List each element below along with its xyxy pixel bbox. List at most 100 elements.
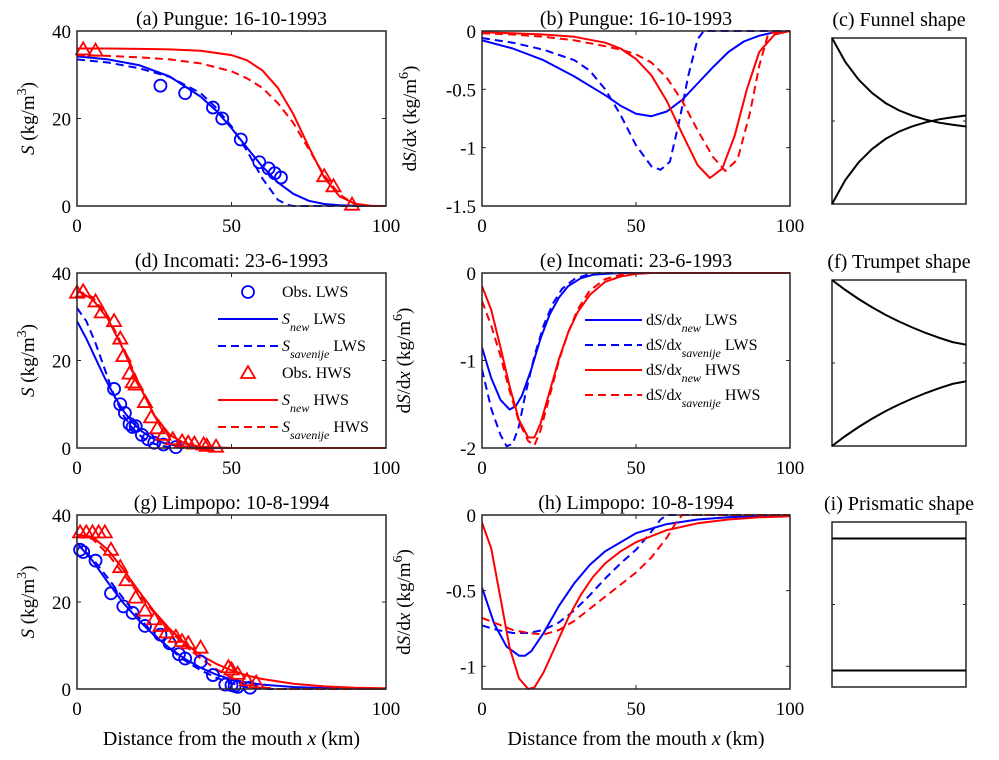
x-tick-label: 0 — [72, 216, 82, 237]
obs-lws-point — [178, 651, 193, 666]
y-tick-label: 40 — [52, 506, 71, 527]
obs-hws-point — [74, 40, 92, 56]
panel-g: (g) Limpopo: 10-8-1994 0 50 100 0 20 40 S (kg/m… — [15, 492, 400, 750]
obs-hws-point — [96, 523, 114, 539]
obs-hws-point — [151, 617, 169, 632]
series-line-dS/dx_savenije-HWS — [482, 272, 790, 447]
series-group — [77, 47, 386, 207]
legend-label: dS/dxsavenije LWS — [646, 337, 757, 360]
obs-hws-point — [105, 312, 123, 328]
series-group — [482, 272, 790, 448]
x-tick-label: 50 — [627, 216, 646, 237]
obs-hws-point — [114, 347, 132, 363]
legend-label: dS/dxsavenije HWS — [646, 387, 760, 410]
y-tick-label: 40 — [52, 264, 71, 285]
y-tick-label: -2 — [460, 439, 476, 460]
panel-title: (b) Pungue: 16-10-1993 — [540, 8, 732, 30]
obs-hws-point — [247, 673, 265, 689]
series-line-dS/dx_savenije-HWS — [482, 514, 790, 636]
obs-hws-point — [167, 628, 185, 643]
obs-hws-point — [120, 364, 139, 380]
x-tick-label: 100 — [372, 458, 401, 479]
axes-box — [831, 37, 967, 205]
y-tick-label: 20 — [52, 593, 71, 614]
bank-line-upper-bank — [831, 279, 967, 346]
panel-i: (i) Prismatic shape — [824, 493, 974, 688]
obs-hws-point — [179, 634, 197, 650]
y-axis-label: dS/dx (kg/m6) — [397, 66, 421, 172]
legend-entry: Obs. LWS — [241, 284, 348, 301]
x-tick-label: 50 — [222, 216, 241, 237]
x-tick-label: 0 — [477, 699, 487, 720]
legend-entry: dS/dxnew LWS — [585, 312, 738, 335]
obs-lws-point — [107, 382, 121, 396]
series-line-dS/dx_savenije-LWS — [482, 30, 790, 171]
obs-hws-point — [74, 282, 92, 298]
obs-hws-point — [86, 41, 105, 57]
obs-hws-point — [198, 437, 216, 452]
panel-a: (a) Pungue: 16-10-1993 0 50 100 0 20 40 S (kg/m… — [15, 8, 400, 237]
y-tick-label: 0 — [62, 680, 72, 701]
obs-lws-point — [206, 668, 220, 682]
y-tick-label: 0 — [62, 197, 72, 218]
obs-lws-point — [215, 111, 230, 126]
x-tick-label: 0 — [72, 699, 82, 720]
series-line-dS/dx_new-LWS — [482, 514, 790, 657]
axes-box — [481, 30, 791, 207]
panel-title: (g) Limpopo: 10-8-1994 — [134, 492, 330, 514]
y-axis-label: dS/dx (kg/m6) — [391, 549, 415, 655]
obs-hws-point — [154, 426, 173, 441]
series-line-dS/dx_new-HWS — [482, 30, 790, 179]
x-axis-label: Distance from the mouth x (km) — [103, 728, 360, 750]
series-line-S_new-LWS — [77, 55, 386, 207]
obs-lws-point — [178, 86, 193, 101]
panel-h: (h) Limpopo: 10-8-1994 0 50 100 -1 -0.5 0 dS/dx… — [391, 492, 804, 750]
series-line-dS/dx_new-HWS — [482, 515, 790, 690]
obs-lws-point — [153, 78, 168, 93]
series-group — [482, 30, 790, 179]
y-tick-label: -0.5 — [446, 582, 476, 603]
x-tick-label: 100 — [776, 216, 805, 237]
legend-entry: Obs. HWS — [239, 364, 351, 382]
x-tick-label: 0 — [477, 458, 487, 479]
legend-label: Obs. HWS — [282, 365, 351, 382]
obs-hws-point — [195, 435, 213, 451]
obs-hws-point — [142, 408, 160, 424]
obs-lws-point — [76, 545, 91, 559]
panel-f: (f) Trumpet shape — [827, 251, 971, 447]
panel-title: (h) Limpopo: 10-8-1994 — [538, 492, 734, 514]
axes-box — [831, 521, 967, 688]
legend-label: dS/dxnew LWS — [646, 312, 738, 335]
series-line-dS/dx_new-LWS — [482, 30, 790, 118]
obs-hws-point — [158, 623, 176, 639]
x-tick-label: 100 — [372, 699, 401, 720]
x-axis-label: Distance from the mouth x (km) — [507, 728, 764, 750]
obs-lws-point — [88, 553, 103, 568]
x-tick-label: 0 — [477, 216, 487, 237]
obs-lws-point — [104, 586, 118, 601]
panel-c: (c) Funnel shape — [831, 9, 967, 205]
y-axis-label: S (kg/m3) — [15, 566, 39, 639]
panel-title: (c) Funnel shape — [832, 9, 965, 31]
obs-hws-point — [238, 671, 256, 687]
series-line-S_savenije-HWS — [77, 54, 386, 207]
obs-hws-point — [207, 437, 225, 453]
bank-line-lower-bank — [831, 114, 967, 205]
x-tick-label: 50 — [222, 699, 241, 720]
obs-lws-point — [122, 417, 137, 431]
legend-label: Ssavenije LWS — [282, 338, 366, 361]
obs-hws-point — [127, 375, 145, 391]
legend-circle-icon — [241, 285, 255, 299]
y-tick-label: 20 — [52, 352, 71, 373]
obs-lws-point — [116, 599, 131, 614]
series-group — [482, 514, 790, 690]
bank-line-lower-bank — [831, 380, 967, 447]
obs-hws-point — [102, 541, 120, 556]
legend-triangle-icon — [239, 364, 257, 379]
y-tick-label: 0 — [467, 264, 477, 285]
y-tick-label: 20 — [52, 110, 71, 131]
panel-b: (b) Pungue: 16-10-1993 0 50 100 -1.5 -1 -0.5 0 d… — [397, 8, 804, 237]
obs-hws-point — [324, 177, 343, 193]
series-line-dS/dx_savenije-LWS — [482, 514, 790, 634]
